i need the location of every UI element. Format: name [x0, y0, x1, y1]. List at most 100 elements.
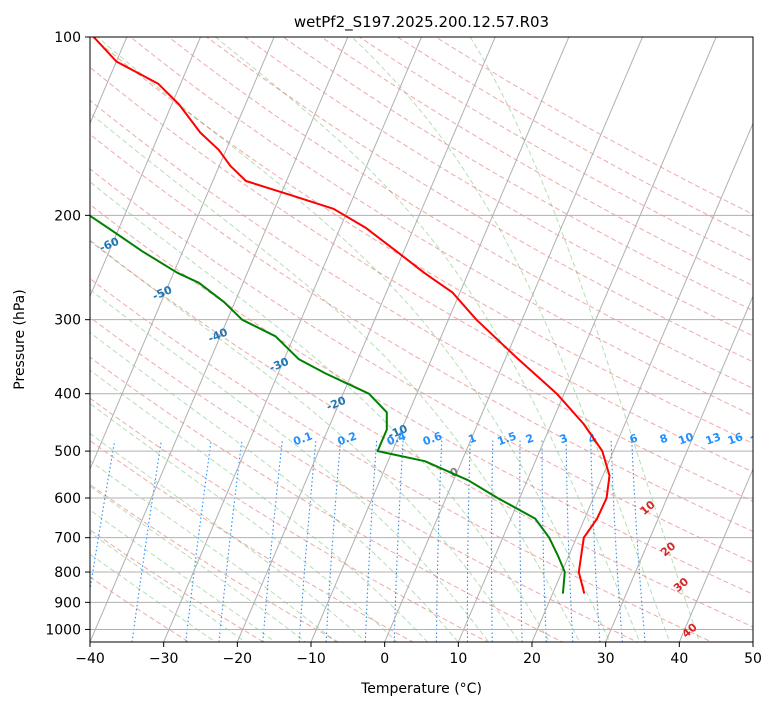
mixing-ratio-line — [590, 440, 601, 642]
dry-adiabat-line — [90, 99, 753, 502]
isotherm-line — [678, 467, 753, 642]
x-tick-label: −40 — [75, 651, 105, 667]
y-tick-label: 300 — [54, 313, 81, 329]
isotherm-line — [163, 37, 423, 642]
isotherm-label: -80 — [0, 145, 12, 165]
mixing-ratio-label: 16 — [726, 430, 745, 448]
dry-adiabat-line — [90, 316, 639, 642]
dry-adiabat-line — [205, 37, 753, 363]
mixing-ratio-line — [218, 440, 243, 642]
mixing-ratio-label: 10 — [677, 430, 696, 448]
plot-layers: -100-90-80-70-60-50-40-30-20-1000.10.20.… — [0, 10, 768, 654]
isotherm-line — [531, 122, 753, 642]
pressure-gridlines — [90, 37, 753, 630]
line-labels: -100-90-80-70-60-50-40-30-20-1000.10.20.… — [0, 145, 768, 641]
dry-adiabat-line — [90, 278, 713, 642]
y-tick-label: 1000 — [45, 622, 81, 638]
mixing-ratio-label: 0.6 — [421, 429, 444, 448]
mixing-ratio-line — [90, 440, 116, 594]
mixing-ratio-label: 20 — [749, 430, 768, 448]
mixing-ratio-label: 6 — [628, 431, 640, 446]
dry-adiabat-line — [90, 483, 340, 642]
isotherm-line — [90, 37, 128, 125]
isotherm-lines — [0, 10, 753, 654]
dry-adiabat-line — [320, 37, 753, 287]
mixing-ratio-label: 13 — [704, 430, 723, 447]
dry-adiabat-line — [90, 168, 753, 563]
profile-line — [92, 37, 611, 594]
y-tick-label: 500 — [54, 444, 81, 460]
x-tick-label: 10 — [449, 651, 467, 667]
mixing-ratio-line — [364, 440, 378, 642]
mixing-ratio-label: 4 — [587, 431, 599, 446]
mixing-ratio-label: 0.2 — [336, 429, 359, 448]
x-tick-label: 20 — [523, 651, 541, 667]
mixing-ratio-label: 3 — [558, 431, 570, 446]
mixing-ratio-label: 0.4 — [385, 429, 408, 448]
dry-adiabat-line — [90, 440, 414, 642]
x-axis: −40 −30 −20 −10 0 10 20 30 40 50 — [75, 642, 762, 667]
plot-area — [90, 37, 753, 642]
isotherm-line — [457, 37, 717, 642]
x-tick-label: 0 — [380, 651, 389, 667]
y-tick-label: 200 — [54, 208, 81, 224]
dry-adiabat-line — [244, 37, 753, 337]
dry-adiabat-line — [90, 66, 753, 473]
y-axis-label: Pressure (hPa) — [12, 289, 28, 389]
dry-adiabat-line — [282, 37, 753, 312]
moist-adiabat-line — [97, 37, 611, 642]
y-tick-label: 800 — [54, 565, 81, 581]
isotherm-label: -70 — [43, 189, 67, 209]
y-axis: 1000 900 800 700 600 500 400 300 200 100 — [45, 30, 90, 638]
moist-adiabat-line — [351, 37, 671, 642]
profiles — [90, 37, 611, 594]
isotherm-line — [90, 37, 349, 642]
mixing-ratio-label: 0.1 — [291, 429, 314, 448]
mixing-ratio-line — [131, 440, 162, 642]
mixing-ratio-line — [541, 440, 547, 642]
mixing-ratio-line — [565, 440, 574, 642]
dry-adiabat-line — [90, 356, 564, 642]
x-tick-label: −20 — [223, 651, 253, 667]
isotherm-line — [0, 10, 65, 654]
mixing-ratio-line — [610, 440, 623, 642]
y-tick-label: 100 — [54, 30, 81, 46]
mixing-ratio-line — [435, 440, 443, 642]
mixing-ratio-label: 8 — [658, 431, 670, 446]
isotherm-line — [310, 37, 570, 642]
mixing-ratio-line — [466, 440, 471, 642]
mixing-ratio-label: 1 — [466, 431, 478, 446]
moist-adiabat-line — [90, 531, 246, 642]
mixing-ratio-line — [490, 440, 494, 642]
dry-adiabats — [90, 37, 753, 642]
y-tick-label: 900 — [54, 595, 81, 611]
mixing-ratio-line — [325, 440, 342, 642]
dry-adiabat-line — [90, 529, 265, 642]
mixing-ratio-lines — [90, 440, 646, 642]
y-tick-label: 700 — [54, 531, 81, 547]
dry-adiabat-line — [167, 37, 753, 389]
plot-frame — [89, 36, 754, 643]
mixing-ratio-label: 1.5 — [496, 429, 519, 448]
dry-adiabat-line — [91, 37, 753, 445]
profile-line — [90, 214, 566, 594]
mixing-ratio-line — [393, 440, 404, 642]
moist-adiabat-line — [90, 432, 368, 642]
isotherm-line — [605, 295, 753, 642]
isotherm-line — [236, 37, 496, 642]
mixing-ratio-label: 2 — [524, 432, 536, 447]
moist-adiabat-line — [90, 553, 217, 642]
dry-adiabat-line — [129, 37, 753, 417]
x-tick-label: 40 — [670, 651, 688, 667]
isotherm-line — [90, 37, 275, 471]
x-tick-label: −10 — [296, 651, 326, 667]
dry-adiabat-line — [90, 397, 489, 642]
dry-adiabat-line — [90, 240, 753, 628]
isotherm-line — [90, 37, 202, 298]
x-tick-label: −30 — [149, 651, 179, 667]
dry-adiabat-line — [90, 133, 753, 533]
mixing-ratio-line — [185, 440, 212, 642]
y-tick-label: 400 — [54, 387, 81, 403]
x-axis-label: Temperature (°C) — [360, 681, 482, 697]
